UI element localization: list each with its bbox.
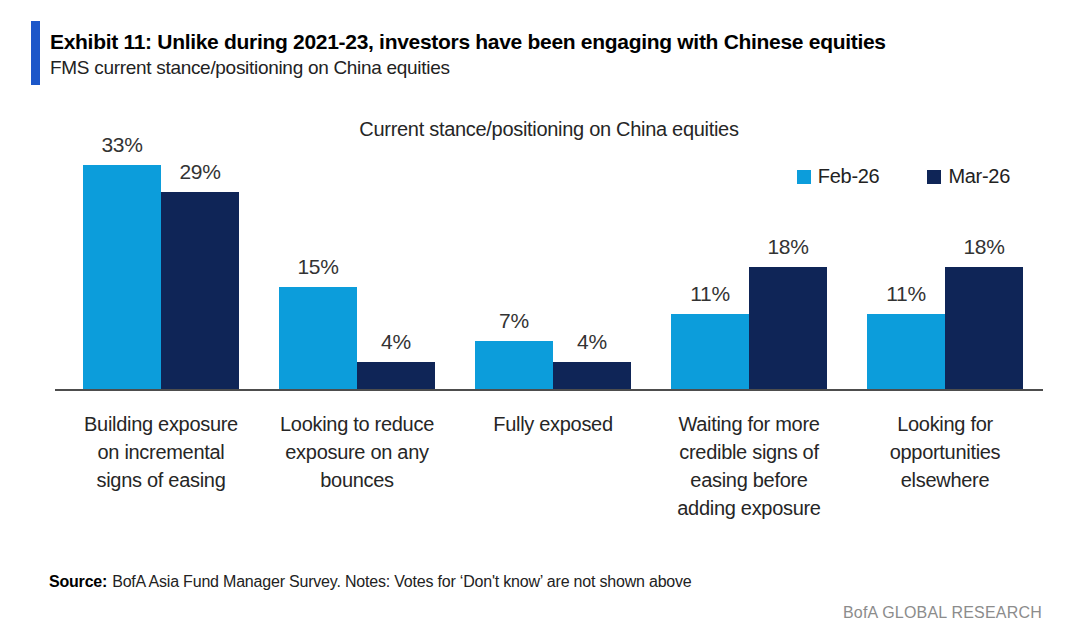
bar-mar-26: 29% — [161, 192, 239, 389]
bar-feb-26: 7% — [475, 341, 553, 389]
bar-value-label: 18% — [963, 236, 1004, 257]
bar-group: 11%18% — [671, 267, 827, 389]
bar-feb-26: 11% — [867, 314, 945, 389]
plot-area: 33%29%15%4%7%4%11%18%11%18% — [55, 130, 1043, 391]
bar-group: 7%4% — [475, 341, 631, 389]
bar-value-label: 15% — [297, 256, 338, 277]
report-page: Exhibit 11: Unlike during 2021-23, inves… — [0, 0, 1080, 639]
source-label: Source: — [49, 573, 107, 590]
bar-value-label: 11% — [886, 283, 926, 304]
bar-value-label: 4% — [381, 331, 411, 352]
bar-feb-26: 33% — [83, 165, 161, 389]
bar-value-label: 7% — [499, 310, 529, 331]
category-label: Looking to reduce exposure on any bounce… — [259, 410, 455, 494]
category-label: Building exposure on incremental signs o… — [63, 410, 259, 494]
bar-feb-26: 11% — [671, 314, 749, 389]
source-note: Source: BofA Asia Fund Manager Survey. No… — [49, 573, 692, 591]
category-label: Waiting for more credible signs of easin… — [651, 410, 847, 522]
category-label: Fully exposed — [455, 410, 651, 438]
exhibit-subtitle: FMS current stance/positioning on China … — [50, 57, 1050, 79]
bar-group: 11%18% — [867, 267, 1023, 389]
exhibit-title: Exhibit 11: Unlike during 2021-23, inves… — [50, 30, 1050, 54]
bar-mar-26: 18% — [749, 267, 827, 389]
bar-value-label: 4% — [577, 331, 607, 352]
bar-mar-26: 4% — [357, 362, 435, 389]
category-axis: Building exposure on incremental signs o… — [55, 410, 1043, 540]
bar-mar-26: 18% — [945, 267, 1023, 389]
bar-value-label: 11% — [690, 283, 730, 304]
bar-feb-26: 15% — [279, 287, 357, 389]
bar-group: 33%29% — [83, 165, 239, 389]
bar-group: 15%4% — [279, 287, 435, 389]
bar-value-label: 33% — [101, 134, 142, 155]
brand-watermark: BofA GLOBAL RESEARCH — [843, 604, 1042, 622]
bar-mar-26: 4% — [553, 362, 631, 389]
bar-value-label: 18% — [767, 236, 808, 257]
source-text: BofA Asia Fund Manager Survey. Notes: Vo… — [112, 573, 691, 590]
exhibit-accent-bar — [31, 21, 40, 85]
category-label: Looking for opportunities elsewhere — [847, 410, 1043, 494]
bar-value-label: 29% — [179, 161, 220, 182]
